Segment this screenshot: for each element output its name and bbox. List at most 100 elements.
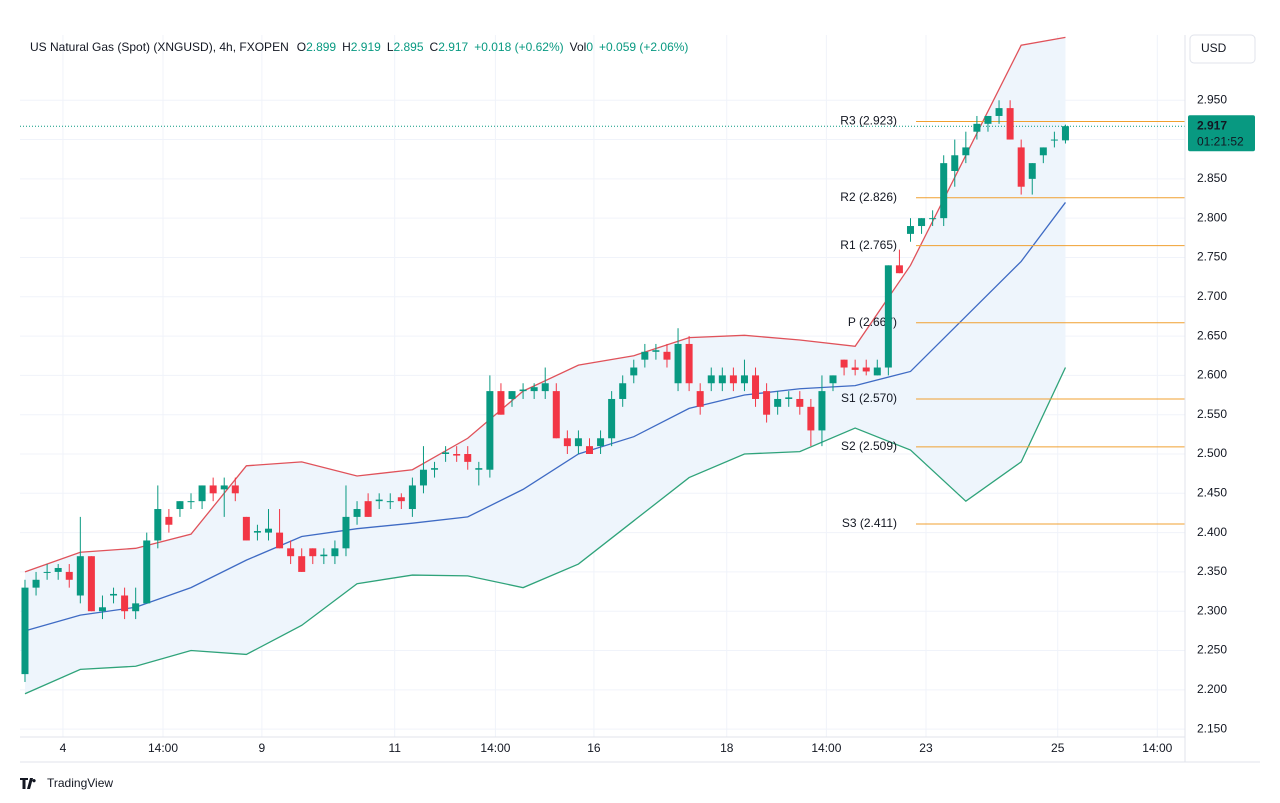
ohlc-label: H <box>342 40 351 54</box>
candle-body <box>840 359 848 368</box>
candle-body <box>1061 126 1069 141</box>
logo-icon <box>20 778 36 789</box>
candle-body <box>608 398 616 439</box>
y-tick-label: 2.200 <box>1197 682 1227 696</box>
candle-body <box>906 226 914 234</box>
candle-body <box>895 265 903 274</box>
candle-body <box>442 452 450 454</box>
candle-body <box>397 497 405 502</box>
candle-body <box>264 528 272 533</box>
candle-body <box>685 343 693 384</box>
candles <box>21 100 1069 682</box>
candle-body <box>829 375 837 384</box>
candle-body <box>740 375 748 384</box>
candle-body <box>696 391 704 407</box>
candle-body <box>231 485 239 494</box>
candle-body <box>386 501 394 503</box>
candle-body <box>176 501 184 510</box>
candle-body <box>497 391 505 415</box>
candle-body <box>110 593 118 596</box>
band-fill <box>24 37 1066 694</box>
y-tick-label: 2.650 <box>1197 328 1227 342</box>
candle-body <box>707 375 715 384</box>
x-tick-label: 11 <box>388 741 401 755</box>
candle-body <box>641 351 649 360</box>
candle-body <box>984 115 992 124</box>
candle-body <box>729 375 737 384</box>
candle-body <box>552 391 560 439</box>
pivot-label: R2 (2.826) <box>840 190 897 204</box>
candle-body <box>187 501 195 503</box>
candle-body <box>65 571 73 580</box>
candle-body <box>98 607 106 612</box>
candle-body <box>309 548 317 557</box>
candle-body <box>973 123 981 132</box>
brand-name: TradingView <box>47 776 113 790</box>
y-tick-label: 2.550 <box>1197 407 1227 421</box>
candle-body <box>419 469 427 486</box>
ohlc-value: 2.899 <box>306 40 336 54</box>
x-tick-label: 14:00 <box>811 741 841 755</box>
candle-body <box>486 391 494 470</box>
bollinger-bands <box>24 36 1067 695</box>
candle-body <box>519 389 527 392</box>
candle-body <box>453 453 461 456</box>
candle-body <box>353 509 361 517</box>
candle-body <box>220 485 228 490</box>
ohlc-label: C <box>430 40 439 54</box>
last-price-label: 2.917 <box>1197 118 1227 132</box>
candle-body <box>530 387 538 392</box>
symbol-title: US Natural Gas (Spot) (XNGUSD), 4h, FXOP… <box>30 40 289 54</box>
candle-body <box>752 375 760 399</box>
y-tick-label: 2.800 <box>1197 210 1227 224</box>
x-tick-label: 9 <box>259 741 266 755</box>
currency-button[interactable] <box>1189 34 1256 64</box>
candle-body <box>320 554 328 557</box>
y-tick-label: 2.250 <box>1197 643 1227 657</box>
y-tick-label: 2.150 <box>1197 721 1227 735</box>
candle-body <box>674 343 682 384</box>
pivot-label: R3 (2.923) <box>840 114 897 128</box>
candle-body <box>807 406 815 431</box>
candle-body <box>132 603 140 612</box>
candle-body <box>1017 147 1025 187</box>
x-tick-label: 23 <box>919 741 933 755</box>
candle-body <box>1050 139 1058 141</box>
ohlc-label: O <box>297 40 306 54</box>
y-tick-label: 2.950 <box>1197 92 1227 106</box>
y-tick-label: 2.350 <box>1197 564 1227 578</box>
candle-body <box>154 509 162 541</box>
band-line <box>24 36 1066 573</box>
volume-value: 0 <box>586 40 593 54</box>
volume-label: Vol <box>570 40 587 54</box>
x-tick-label: 25 <box>1051 741 1065 755</box>
candle-body <box>884 265 892 368</box>
y-tick-label: 2.600 <box>1197 368 1227 382</box>
candle-body <box>143 540 151 604</box>
candle-body <box>918 218 926 227</box>
candle-body <box>873 367 881 376</box>
candle-body <box>1039 147 1047 156</box>
candle-body <box>253 531 261 533</box>
x-tick-label: 18 <box>720 741 734 755</box>
candle-body <box>597 438 605 447</box>
candle-body <box>951 155 959 171</box>
candle-body <box>475 468 483 470</box>
candle-body <box>431 468 439 470</box>
pivot-label: S2 (2.509) <box>841 439 897 453</box>
candle-body <box>541 383 549 392</box>
candle-body <box>763 391 771 415</box>
pivot-label: S1 (2.570) <box>841 391 897 405</box>
countdown: 01:21:52 <box>1197 134 1244 148</box>
candle-body <box>574 438 582 447</box>
candle-body <box>32 579 40 588</box>
pivot-label: R1 (2.765) <box>840 238 897 252</box>
candle-body <box>774 398 782 407</box>
candle-body <box>995 108 1003 116</box>
candle-body <box>718 375 726 384</box>
y-tick-label: 2.400 <box>1197 525 1227 539</box>
pivot-label: P (2.667) <box>848 315 897 329</box>
candle-body <box>818 391 826 431</box>
